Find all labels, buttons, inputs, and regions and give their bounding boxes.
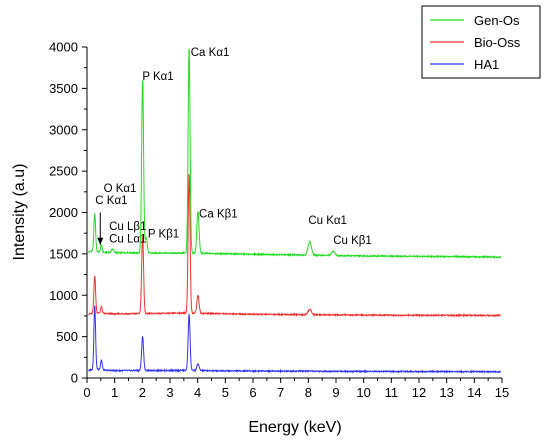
x-tick-label: 8 xyxy=(305,385,312,400)
peak-annotation: Ca Kβ1 xyxy=(199,208,238,220)
y-tick-label: 0 xyxy=(71,371,78,386)
x-tick-label: 14 xyxy=(467,385,481,400)
legend-label: Gen-Os xyxy=(474,13,520,28)
y-tick-label: 500 xyxy=(56,329,78,344)
series-line-bio-oss xyxy=(88,174,501,318)
x-tick-label: 12 xyxy=(412,385,426,400)
arrow-head xyxy=(97,237,104,245)
x-tick-label: 15 xyxy=(495,385,509,400)
peak-annotation: P Kα1 xyxy=(142,71,173,83)
y-tick-label: 1000 xyxy=(49,288,78,303)
legend-label: HA1 xyxy=(474,57,499,72)
peak-annotation: Ca Kα1 xyxy=(191,47,230,59)
x-tick-label: 3 xyxy=(166,385,173,400)
x-tick-label: 9 xyxy=(332,385,339,400)
x-tick-label: 6 xyxy=(249,385,256,400)
x-tick-label: 0 xyxy=(83,385,90,400)
peak-annotation: P Kβ1 xyxy=(148,228,179,240)
peak-annotation: O Kα1 xyxy=(104,183,137,195)
y-axis-label: Intensity (a.u) xyxy=(11,164,28,261)
peak-annotation: Cu Kα1 xyxy=(308,215,347,227)
x-axis-label: Energy (keV) xyxy=(248,419,341,436)
y-tick-label: 2000 xyxy=(49,205,78,220)
legend: Gen-Os Bio-Oss HA1 xyxy=(421,5,541,79)
y-tick-label: 3000 xyxy=(49,122,78,137)
x-tick-label: 13 xyxy=(439,385,453,400)
series-line-ha1 xyxy=(88,305,502,375)
x-tick-label: 7 xyxy=(277,385,284,400)
legend-label: Bio-Oss xyxy=(474,35,521,50)
peak-annotation: Cu Lβ1 xyxy=(109,221,146,233)
x-tick-label: 11 xyxy=(385,385,399,400)
x-tick-label: 5 xyxy=(222,385,229,400)
x-tick-label: 4 xyxy=(194,385,201,400)
y-tick-label: 3500 xyxy=(49,81,78,96)
x-tick-label: 2 xyxy=(139,385,146,400)
x-tick-label: 10 xyxy=(356,385,370,400)
y-tick-label: 2500 xyxy=(49,164,78,179)
y-tick-label: 1500 xyxy=(49,246,78,261)
y-tick-label: 4000 xyxy=(49,40,78,55)
peak-annotation: Cu Lα1 xyxy=(109,233,146,245)
series-line-gen-os xyxy=(87,48,502,260)
peak-annotation: Cu Kβ1 xyxy=(333,235,372,247)
peak-annotation: C Kα1 xyxy=(95,195,127,207)
x-tick-label: 1 xyxy=(111,385,118,400)
axes: 0 1 2 3 4 5 6 7 8 9 10 11 12 13 14 15050010001500200025… xyxy=(49,40,509,401)
plot-area xyxy=(87,48,502,375)
